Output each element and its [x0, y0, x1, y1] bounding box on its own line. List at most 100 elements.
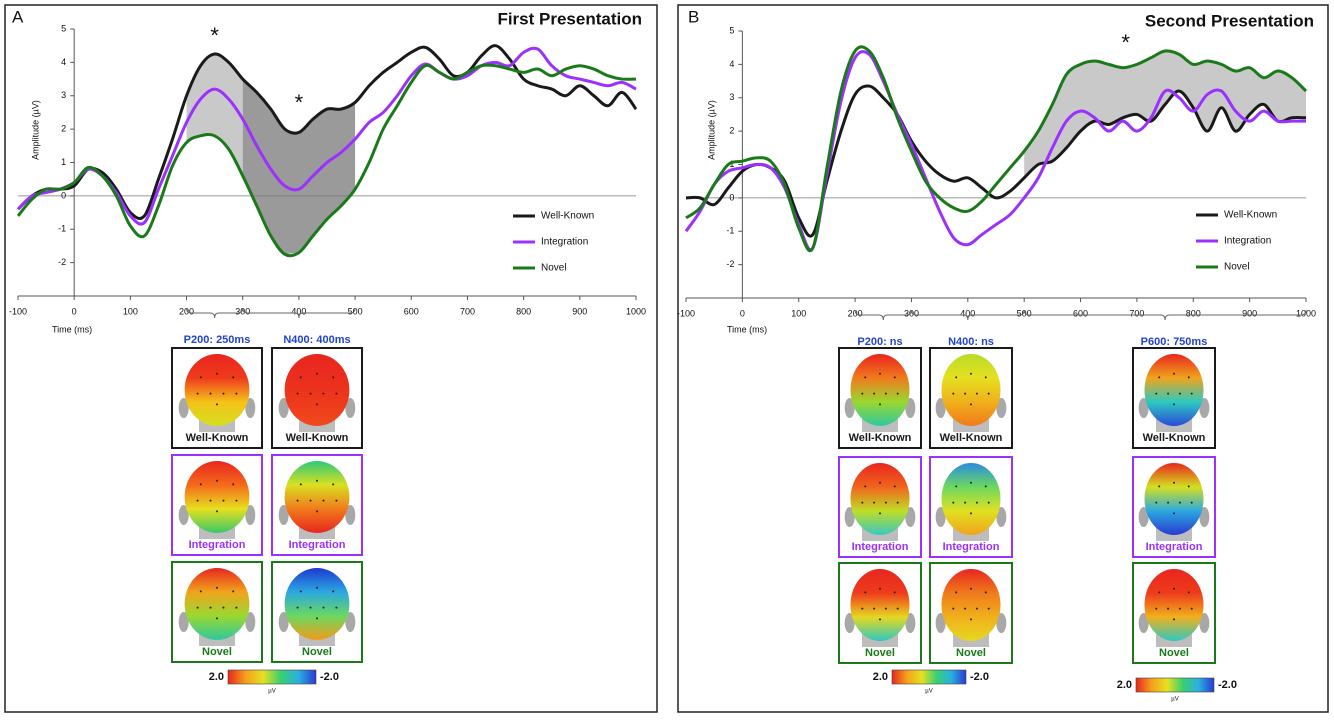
- electrode: [332, 376, 334, 378]
- electrode: [879, 588, 881, 590]
- colorbar: [228, 670, 316, 684]
- electrode: [1167, 502, 1169, 504]
- electrode: [300, 590, 302, 592]
- topomap-label: Well-Known: [1143, 432, 1206, 444]
- electrode: [879, 512, 881, 514]
- x-tick-label: 600: [1073, 308, 1088, 318]
- colorbar-unit: µV: [268, 689, 275, 695]
- electrode: [964, 393, 966, 395]
- electrode: [316, 403, 318, 405]
- electrode: [955, 376, 957, 378]
- scalp-map: [185, 354, 250, 426]
- y-tick-label: 2: [729, 126, 734, 136]
- scalp-map: [850, 569, 909, 641]
- electrode: [1179, 393, 1181, 395]
- topomap-label: Integration: [289, 539, 346, 551]
- electrode: [894, 485, 896, 487]
- topomap-label: Integration: [852, 541, 909, 553]
- electrode: [322, 500, 324, 502]
- topomap-label: Integration: [189, 539, 246, 551]
- colorbar-label: 2.0: [873, 671, 888, 683]
- electrode: [1173, 618, 1175, 620]
- scalp-map: [941, 354, 1000, 426]
- chart-title: First Presentation: [497, 9, 642, 28]
- x-tick-label: 100: [123, 306, 138, 316]
- y-tick-label: -2: [58, 257, 66, 267]
- legend-label: Novel: [1224, 262, 1250, 273]
- electrode: [873, 608, 875, 610]
- y-tick-label: 3: [729, 92, 734, 102]
- electrode: [1167, 608, 1169, 610]
- legend-label: Well-Known: [541, 211, 594, 222]
- x-tick-label: 400: [960, 308, 975, 318]
- electrode: [988, 502, 990, 504]
- y-tick-label: 5: [729, 25, 734, 35]
- scalp-map: [941, 569, 1000, 641]
- electrode: [316, 373, 318, 375]
- x-axis-label: Time (ms): [52, 324, 92, 334]
- x-tick-label: 700: [1129, 308, 1144, 318]
- figure: AFirst PresentationAmplitude (µV)Time (m…: [0, 0, 1334, 716]
- electrode: [1155, 393, 1157, 395]
- electrode: [300, 376, 302, 378]
- scalp-map: [941, 463, 1000, 535]
- electrode: [335, 500, 337, 502]
- scalp-map: [1144, 354, 1203, 426]
- electrode: [988, 393, 990, 395]
- electrode: [1173, 512, 1175, 514]
- electrode: [885, 502, 887, 504]
- electrode: [985, 485, 987, 487]
- electrode: [1191, 393, 1193, 395]
- electrode: [885, 608, 887, 610]
- electrode: [216, 510, 218, 512]
- electrode: [970, 588, 972, 590]
- electrode: [1179, 502, 1181, 504]
- electrode: [1155, 502, 1157, 504]
- x-tick-label: 400: [291, 306, 306, 316]
- scalp-map: [1144, 463, 1203, 535]
- y-tick-label: 1: [61, 157, 66, 167]
- electrode: [310, 500, 312, 502]
- y-tick-label: 4: [729, 59, 734, 69]
- panel-label: A: [12, 7, 24, 26]
- colorbar-unit: µV: [1171, 697, 1178, 703]
- scalp-map: [1144, 569, 1203, 641]
- window-label: P600: 750ms: [1141, 336, 1208, 348]
- electrode: [200, 376, 202, 378]
- electrode: [1158, 591, 1160, 593]
- electrode: [222, 500, 224, 502]
- x-tick-label: 1000: [1296, 308, 1316, 318]
- topomap-label: Well-Known: [286, 432, 349, 444]
- electrode: [964, 608, 966, 610]
- electrode: [879, 482, 881, 484]
- x-tick-label: 300: [235, 306, 250, 316]
- electrode: [970, 403, 972, 405]
- electrode: [310, 393, 312, 395]
- electrode: [322, 393, 324, 395]
- electrode: [885, 393, 887, 395]
- x-tick-label: 200: [179, 306, 194, 316]
- electrode: [222, 393, 224, 395]
- colorbar-label: 2.0: [1117, 679, 1132, 691]
- window-label: N400: 400ms: [283, 334, 350, 346]
- x-tick-label: 0: [740, 308, 745, 318]
- x-tick-label: -100: [9, 306, 27, 316]
- electrode: [197, 607, 199, 609]
- electrode: [970, 373, 972, 375]
- electrode: [873, 502, 875, 504]
- electrode: [232, 376, 234, 378]
- window-label: P200: ns: [857, 336, 902, 348]
- topomap-label: Novel: [865, 647, 895, 659]
- electrode: [873, 393, 875, 395]
- electrode: [335, 393, 337, 395]
- scalp-map: [285, 461, 350, 533]
- electrode: [216, 617, 218, 619]
- significance-marker: *: [295, 90, 304, 115]
- electrode: [197, 393, 199, 395]
- significance-marker: *: [210, 23, 219, 48]
- electrode: [235, 500, 237, 502]
- legend-label: Novel: [541, 263, 567, 274]
- electrode: [861, 393, 863, 395]
- electrode: [1173, 588, 1175, 590]
- electrode: [976, 393, 978, 395]
